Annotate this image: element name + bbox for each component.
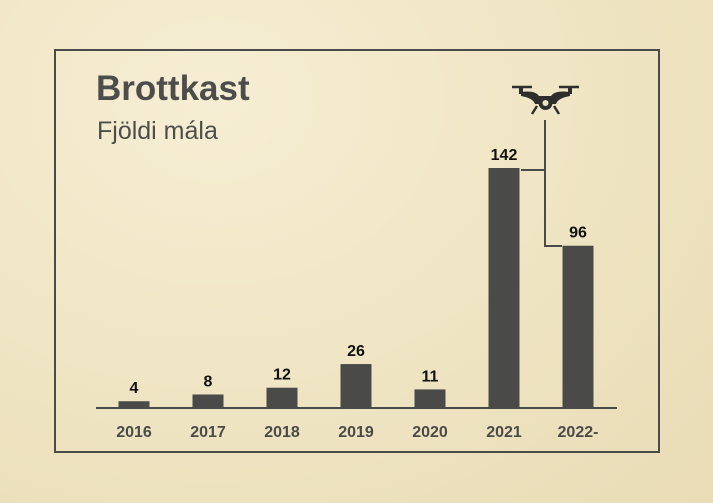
chart-frame <box>54 49 660 453</box>
chart-subtitle: Fjöldi mála <box>97 117 218 145</box>
bar-2016 <box>118 401 150 408</box>
value-label-2020: 11 <box>422 368 439 385</box>
x-tick-label-2020: 2020 <box>412 424 448 441</box>
x-tick-label-2022-: 2022- <box>558 424 599 441</box>
drone-icon <box>512 85 579 115</box>
bar-2020 <box>414 389 446 408</box>
x-tick-label-2017: 2017 <box>190 424 226 441</box>
bar-2019 <box>340 364 372 408</box>
x-tick-label-2016: 2016 <box>116 424 152 441</box>
value-label-2017: 8 <box>204 373 213 390</box>
value-label-2018: 12 <box>273 367 291 384</box>
value-label-2016: 4 <box>130 380 139 397</box>
bar-2017 <box>192 394 224 408</box>
value-label-2022-: 96 <box>569 225 587 242</box>
drone-connector-line <box>521 120 562 247</box>
x-tick-label-2019: 2019 <box>338 424 374 441</box>
chart-title: Brottkast <box>96 69 250 108</box>
bar-2022- <box>562 245 594 408</box>
bar-2018 <box>266 387 298 408</box>
x-tick-label-2018: 2018 <box>264 424 300 441</box>
bar-2021 <box>488 168 520 408</box>
x-tick-label-2021: 2021 <box>486 424 522 441</box>
value-label-2021: 142 <box>491 147 518 164</box>
bars: 4 2016 8 2017 12 2018 26 2019 11 2020 142 2021 96 202… <box>116 147 598 441</box>
value-label-2019: 26 <box>347 343 365 360</box>
